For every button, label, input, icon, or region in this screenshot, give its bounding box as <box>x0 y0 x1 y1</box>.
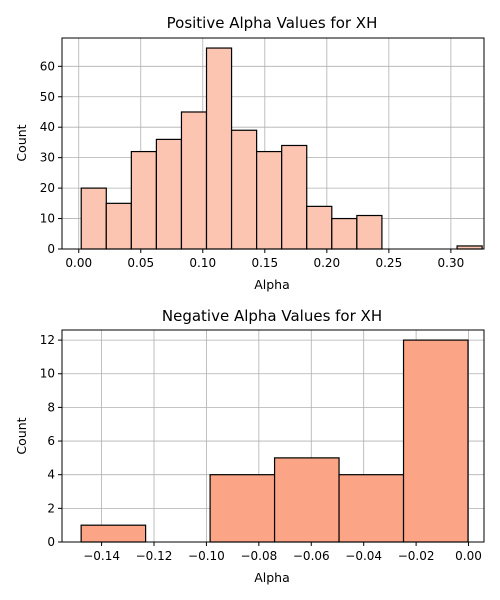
y-tick-label: 40 <box>40 120 55 134</box>
x-tick-label: 0.30 <box>438 256 465 270</box>
histogram-bar <box>331 217 358 250</box>
y-tick-label: 60 <box>40 59 55 73</box>
histogram-bar <box>130 150 157 250</box>
histogram-bar <box>105 202 132 250</box>
x-axis-label: Alpha <box>254 570 290 585</box>
histogram-bar <box>80 524 147 543</box>
y-tick-label: 10 <box>40 367 55 381</box>
x-tick-label: 0.15 <box>251 256 278 270</box>
y-tick-label: 6 <box>47 434 55 448</box>
plot-frame <box>61 329 485 543</box>
histogram-bar <box>230 129 258 250</box>
histogram-bar <box>306 205 333 250</box>
histogram-bar <box>205 47 233 250</box>
y-tick-label: 8 <box>47 400 55 414</box>
plot-frame <box>61 37 485 250</box>
x-tick-label: 0.00 <box>65 256 92 270</box>
y-tick-label: 10 <box>40 212 55 226</box>
histogram-bar <box>80 187 107 250</box>
x-tick-label: −0.04 <box>345 549 382 563</box>
y-axis-label: Count <box>14 124 29 161</box>
positive-alpha-histogram: Positive Alpha Values for XH 0.00 0.05 0.1… <box>14 14 485 292</box>
x-tick-label: 0.00 <box>455 549 482 563</box>
x-tick-label: −0.14 <box>83 549 120 563</box>
x-tick-label: 0.10 <box>189 256 216 270</box>
x-tick-label: 0.20 <box>313 256 340 270</box>
histogram-bar <box>338 474 405 543</box>
x-tick-label: −0.06 <box>293 549 330 563</box>
histogram-bar <box>273 457 340 543</box>
histogram-bar <box>209 474 276 543</box>
negative-alpha-histogram: Negative Alpha Values for XH −0.14 −0.12 −… <box>14 307 485 585</box>
histogram-bar <box>402 339 469 543</box>
x-axis-label: Alpha <box>254 277 290 292</box>
y-tick-label: 12 <box>40 333 55 347</box>
y-tick-label: 20 <box>40 181 55 195</box>
x-tick-label: −0.12 <box>136 549 173 563</box>
histogram-bar <box>180 111 208 250</box>
y-tick-label: 50 <box>40 90 55 104</box>
chart-title: Positive Alpha Values for XH <box>167 14 378 32</box>
histogram-bar <box>256 150 283 250</box>
x-tick-label: −0.10 <box>188 549 225 563</box>
x-tick-label: −0.08 <box>240 549 277 563</box>
histogram-bar <box>356 214 383 250</box>
y-tick-label: 0 <box>47 535 55 549</box>
chart-title: Negative Alpha Values for XH <box>162 307 382 325</box>
x-tick-label: −0.02 <box>398 549 435 563</box>
histogram-bar <box>281 144 308 250</box>
y-axis-label: Count <box>14 417 29 454</box>
histogram-bar <box>155 138 183 250</box>
x-tick-label: 0.05 <box>127 256 154 270</box>
x-tick-label: 0.25 <box>375 256 402 270</box>
y-tick-label: 2 <box>47 501 55 515</box>
y-tick-label: 0 <box>47 242 55 256</box>
y-tick-label: 4 <box>47 468 55 482</box>
y-tick-label: 30 <box>40 151 55 165</box>
